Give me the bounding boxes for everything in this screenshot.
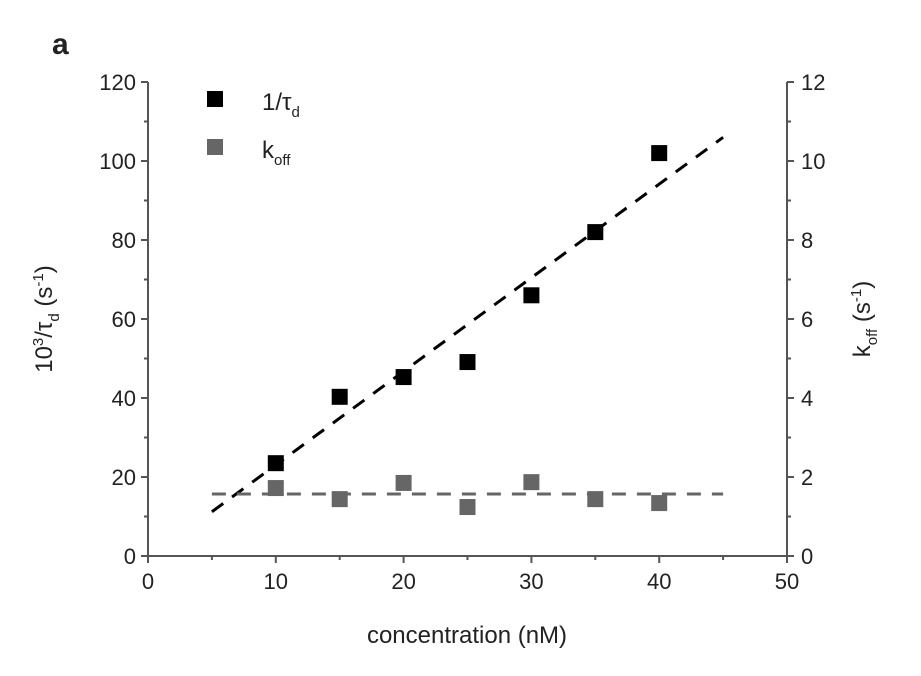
panel-label: a — [52, 28, 69, 61]
y-right-tick-label: 4 — [801, 386, 813, 411]
data-point-tau — [267, 455, 284, 472]
x-tick-label: 0 — [142, 569, 154, 594]
y-right-tick-label: 8 — [801, 228, 813, 253]
y-right-tick-label: 12 — [801, 70, 825, 95]
data-point-tau — [523, 287, 540, 304]
y-left-tick-label: 20 — [112, 465, 136, 490]
y-left-tick-label: 100 — [99, 149, 136, 174]
fit-line-tau — [211, 136, 724, 513]
data-point-koff — [395, 474, 412, 491]
x-tick-label: 10 — [264, 569, 288, 594]
y-right-tick-label: 10 — [801, 149, 825, 174]
y-left-tick-label: 60 — [112, 307, 136, 332]
data-point-koff — [651, 495, 668, 512]
legend-label-tau: 1/τd — [262, 89, 300, 121]
legend-label-koff: koff — [262, 137, 291, 169]
marks — [211, 136, 724, 516]
data-point-tau — [587, 224, 604, 241]
y-axis-label-right: koff (s-1) — [848, 281, 881, 357]
data-point-koff — [587, 491, 604, 508]
y-left-tick-label: 0 — [124, 544, 136, 569]
legend-marker-koff — [207, 139, 223, 155]
x-tick-label: 30 — [519, 569, 543, 594]
data-point-tau — [459, 354, 476, 371]
x-tick-label: 40 — [647, 569, 671, 594]
data-point-tau — [395, 369, 412, 386]
y-axis-label-left: 103/τd (s-1) — [30, 265, 63, 373]
y-right-tick-label: 6 — [801, 307, 813, 332]
y-right-tick-label: 2 — [801, 465, 813, 490]
data-point-koff — [523, 474, 540, 491]
y-left-tick-label: 40 — [112, 386, 136, 411]
legend-marker-tau — [207, 91, 223, 107]
x-tick-label: 20 — [391, 569, 415, 594]
x-axis-label: concentration (nM) — [367, 622, 567, 649]
legend: 1/τd koff — [207, 89, 300, 169]
data-point-tau — [331, 388, 348, 405]
y-right-tick-label: 0 — [801, 544, 813, 569]
data-point-tau — [651, 145, 668, 162]
data-point-koff — [331, 491, 348, 508]
data-point-koff — [267, 480, 284, 497]
y-left-tick-label: 80 — [112, 228, 136, 253]
y-left-tick-label: 120 — [99, 70, 136, 95]
x-tick-label: 50 — [775, 569, 799, 594]
data-point-koff — [459, 499, 476, 516]
